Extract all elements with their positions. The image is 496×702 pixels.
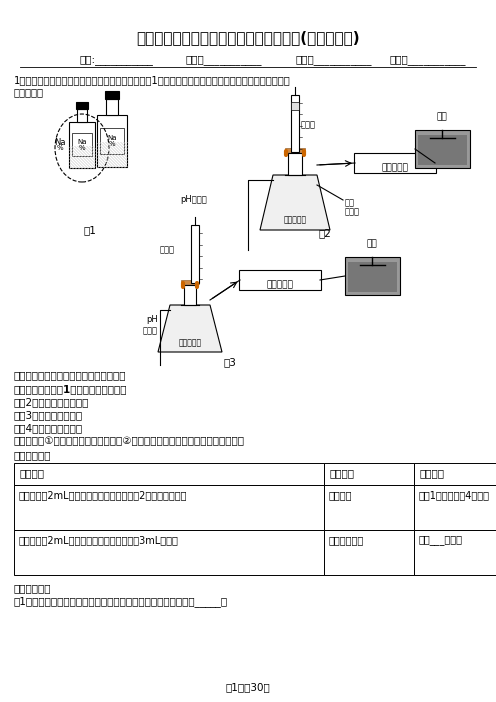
Bar: [291, 102, 299, 110]
Polygon shape: [158, 305, 222, 352]
Text: 数据采集器: 数据采集器: [381, 163, 408, 172]
Text: 电脑: 电脑: [367, 239, 377, 248]
Bar: [77, 109, 87, 122]
Bar: [345, 257, 400, 295]
Text: 猜想1正确，猜想4不正确: 猜想1正确，猜想4不正确: [419, 490, 490, 500]
Bar: [76, 102, 88, 109]
Text: %: %: [57, 145, 63, 151]
Text: 稀盐酸: 稀盐酸: [301, 120, 316, 129]
Text: 中考化学总复习《科学探究》专项训练题(附带有答案): 中考化学总复习《科学探究》专项训练题(附带有答案): [136, 30, 360, 45]
Bar: [14, 463, 324, 485]
Text: 稀盐酸: 稀盐酸: [160, 245, 175, 254]
Text: 实验结论: 实验结论: [419, 468, 444, 478]
Text: 【交流讨论】: 【交流讨论】: [14, 583, 52, 593]
Bar: [324, 530, 414, 575]
Text: 立即产生气泡: 立即产生气泡: [329, 535, 364, 545]
Bar: [191, 225, 199, 283]
Text: 图1: 图1: [83, 225, 96, 235]
Text: 小丽同学取2mL该无色溶液与试管中，倒入3mL稀盐酸: 小丽同学取2mL该无色溶液与试管中，倒入3mL稀盐酸: [19, 535, 179, 545]
Text: 【提出猜想】猜想1：可能是氢氧化钠；: 【提出猜想】猜想1：可能是氢氧化钠；: [14, 384, 127, 394]
Bar: [184, 285, 196, 305]
Text: 【实验探究】: 【实验探究】: [14, 450, 52, 460]
Bar: [106, 99, 118, 115]
Bar: [418, 135, 467, 165]
Text: pH: pH: [146, 315, 158, 324]
Text: 猜想___不正确: 猜想___不正确: [419, 535, 463, 545]
Bar: [97, 115, 127, 167]
Bar: [348, 262, 397, 292]
Text: 传感器: 传感器: [143, 326, 158, 335]
Bar: [100, 128, 124, 154]
Bar: [72, 133, 92, 156]
Text: 小亮同学取2mL该无色溶液于试管中，滴入2滴无色酚酞试液: 小亮同学取2mL该无色溶液于试管中，滴入2滴无色酚酞试液: [19, 490, 187, 500]
Text: 班级：___________: 班级：___________: [185, 55, 261, 65]
Text: 图2: 图2: [318, 228, 331, 238]
Polygon shape: [260, 175, 330, 230]
Text: Na
%: Na %: [77, 138, 87, 152]
Text: 学校:___________: 学校:___________: [80, 55, 154, 65]
Text: 姓名：___________: 姓名：___________: [295, 55, 372, 65]
Text: 第1页共30页: 第1页共30页: [226, 682, 270, 692]
FancyBboxPatch shape: [354, 153, 436, 173]
Text: Na: Na: [54, 138, 66, 147]
Text: 碳酸钠溶液: 碳酸钠溶液: [283, 215, 307, 224]
Text: 电脑: 电脑: [436, 112, 447, 121]
Bar: [69, 122, 95, 168]
Bar: [414, 485, 496, 530]
Bar: [414, 530, 496, 575]
Bar: [414, 463, 496, 485]
Bar: [105, 91, 119, 99]
Text: 实验设计: 实验设计: [19, 468, 44, 478]
Text: 猜想3：可能是碳酸钠；: 猜想3：可能是碳酸钠；: [14, 410, 83, 420]
Bar: [181, 280, 199, 284]
Text: pH传感器: pH传感器: [180, 195, 207, 204]
Bar: [415, 130, 470, 168]
Text: 1．实验室有一瓶常用的无色溶液标签模糊了（如图1）。为确定该瓶溶液的溶质是什么，同学们进行了: 1．实验室有一瓶常用的无色溶液标签模糊了（如图1）。为确定该瓶溶液的溶质是什么，…: [14, 75, 291, 85]
Text: 猜想4：可能是氯化钠。: 猜想4：可能是氯化钠。: [14, 423, 83, 433]
Text: 【提出问题】这瓶溶液中的溶质是什么？: 【提出问题】这瓶溶液中的溶质是什么？: [14, 370, 126, 380]
Bar: [324, 485, 414, 530]
Bar: [14, 485, 324, 530]
Bar: [288, 153, 302, 175]
Bar: [324, 463, 414, 485]
Text: 溶液变红: 溶液变红: [329, 490, 353, 500]
Bar: [285, 148, 305, 152]
Text: 压强: 压强: [345, 198, 355, 207]
Text: 如下探究。: 如下探究。: [14, 87, 44, 97]
Text: 传感器: 传感器: [345, 207, 360, 216]
Text: 碳酸钠溶液: 碳酸钠溶液: [179, 338, 201, 347]
Text: 猜想2：可能是碳酸氢钠；: 猜想2：可能是碳酸氢钠；: [14, 397, 89, 407]
Text: 查阅资料】①碳酸氢钠稀溶液是碱性；②碳酸氢钠稀溶液不与氯化钙稀溶液反应。: 查阅资料】①碳酸氢钠稀溶液是碱性；②碳酸氢钠稀溶液不与氯化钙稀溶液反应。: [14, 436, 245, 446]
FancyBboxPatch shape: [239, 270, 321, 290]
Text: 图3: 图3: [224, 357, 237, 367]
Text: 数据采集器: 数据采集器: [266, 280, 294, 289]
Text: 实验现象: 实验现象: [329, 468, 354, 478]
Bar: [14, 530, 324, 575]
Text: （1）同学们一致认为小亮同学的实验结论不严谨，请说出理由：_____。: （1）同学们一致认为小亮同学的实验结论不严谨，请说出理由：_____。: [14, 596, 228, 607]
Text: Na
%: Na %: [107, 135, 117, 147]
Text: 考号：___________: 考号：___________: [390, 55, 467, 65]
Bar: [291, 95, 299, 152]
